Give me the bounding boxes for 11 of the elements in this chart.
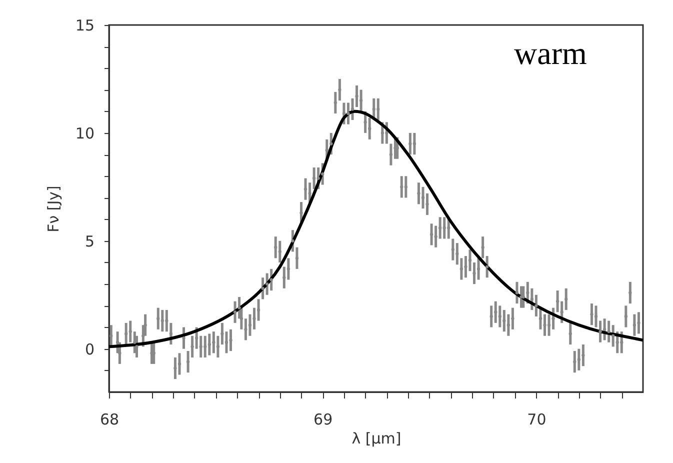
x-axis-title: λ [μm] — [352, 430, 402, 448]
y-tick-label: 5 — [84, 232, 94, 250]
line-series — [108, 110, 644, 348]
annotation: warm — [514, 35, 587, 71]
x-tick-label: 68 — [100, 410, 120, 428]
x-tick-label: 69 — [314, 410, 333, 428]
y-axis-title: Fν [Jy] — [44, 186, 62, 232]
y-tick-label: 15 — [75, 16, 94, 34]
y-tick-label: 0 — [84, 340, 94, 358]
y-tick-label: 10 — [75, 124, 94, 142]
x-tick-label: 70 — [527, 410, 546, 428]
